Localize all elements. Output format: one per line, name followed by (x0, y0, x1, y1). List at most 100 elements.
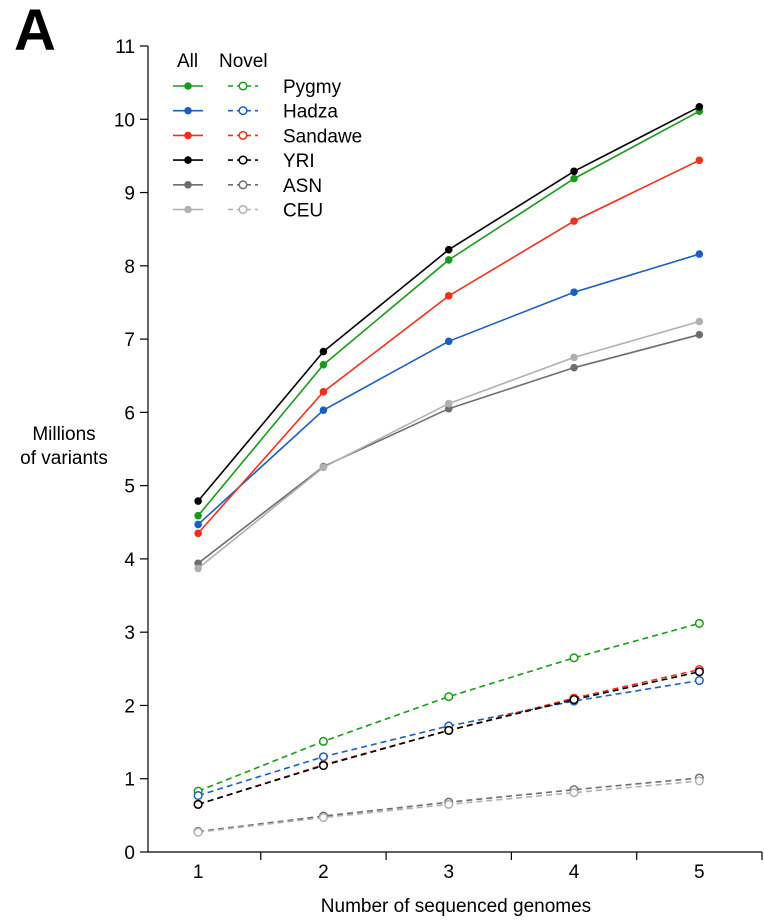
series-novel-pygmy (193, 618, 704, 796)
data-point (694, 675, 704, 686)
y-tick-label: 2 (124, 696, 135, 717)
data-point (193, 827, 203, 837)
legend-marker-novel (238, 81, 248, 91)
data-point (319, 360, 328, 369)
legend-label: Hadza (283, 102, 338, 123)
legend-marker-novel (238, 204, 248, 215)
data-point (444, 692, 454, 702)
legend-item-pygmy: Pygmy (173, 77, 342, 98)
legend-marker-novel (238, 155, 248, 165)
y-axis-label-line-2: of variants (20, 448, 108, 469)
x-tick-label: 5 (694, 862, 705, 883)
legend-header-all: All (177, 51, 198, 72)
y-tick-label: 4 (124, 550, 135, 571)
data-point (444, 399, 453, 408)
y-axis-label-line-1: Millions (32, 424, 95, 445)
series-all-sandawe (194, 156, 704, 538)
data-point (194, 529, 202, 538)
legend-item-yri: YRI (173, 151, 315, 172)
series-line (197, 670, 700, 806)
legend-marker-all (184, 131, 192, 140)
data-point (319, 406, 328, 414)
legend-label: CEU (283, 201, 323, 222)
y-tick-label: 10 (114, 110, 135, 131)
data-point (569, 695, 579, 705)
legend-marker-all (184, 106, 192, 115)
legend-marker-all (184, 82, 192, 90)
x-tick-label: 2 (318, 862, 329, 883)
y-tick-label: 1 (124, 770, 135, 791)
data-point (444, 245, 453, 254)
legend-label: ASN (283, 176, 322, 197)
data-point (695, 156, 704, 165)
y-tick-label: 11 (115, 37, 135, 58)
y-tick-label: 0 (124, 843, 135, 864)
data-point (570, 353, 578, 362)
series-layer (193, 103, 704, 837)
legend-marker-all (184, 156, 192, 164)
series-line (197, 106, 700, 502)
y-tick-label: 9 (124, 184, 135, 205)
series-line (197, 320, 700, 570)
data-point (694, 667, 704, 677)
data-point (318, 752, 328, 762)
y-tick-label: 3 (124, 623, 135, 644)
data-point (695, 330, 704, 339)
data-point (319, 463, 328, 472)
data-point (318, 736, 328, 746)
legend-item-ceu: CEU (173, 201, 323, 222)
data-point (570, 363, 578, 372)
y-tick-label: 5 (124, 477, 135, 498)
data-point (695, 103, 704, 111)
legend-marker-all (184, 181, 192, 189)
legend-marker-novel (238, 106, 248, 116)
y-tick-label: 6 (124, 403, 135, 424)
data-point (194, 497, 202, 505)
data-point (444, 799, 454, 809)
data-point (570, 288, 578, 296)
legend-label: Pygmy (283, 77, 342, 98)
y-tick-label: 7 (124, 330, 135, 351)
data-point (318, 760, 328, 771)
y-tick-label: 8 (124, 257, 135, 278)
series-all-yri (194, 103, 704, 505)
legend-marker-all (184, 205, 192, 214)
legend-item-hadza: Hadza (173, 102, 338, 123)
legend-header-novel: Novel (219, 51, 268, 72)
series-line (197, 668, 700, 806)
series-all-ceu (194, 317, 704, 573)
data-point (694, 776, 704, 786)
data-point (694, 618, 704, 628)
data-point (194, 520, 202, 529)
legend-label: YRI (283, 151, 315, 172)
data-point (319, 347, 328, 356)
data-point (444, 256, 453, 264)
data-point (569, 788, 579, 798)
data-point (570, 167, 578, 176)
legend-marker-novel (238, 130, 248, 140)
legend: All Novel Pygmy Hadza Sandawe YRI ASN CEU (173, 51, 362, 222)
series-line (197, 622, 700, 792)
data-point (695, 250, 704, 258)
data-point (695, 317, 704, 326)
data-point (319, 388, 328, 396)
data-point (570, 174, 578, 183)
legend-label: Sandawe (283, 126, 362, 147)
data-point (194, 564, 202, 573)
series-line (197, 159, 700, 534)
data-point (569, 653, 579, 663)
x-axis-label: Number of sequenced genomes (321, 896, 591, 917)
legend-item-sandawe: Sandawe (173, 126, 362, 147)
x-tick-label: 1 (193, 862, 204, 883)
x-tick-label: 4 (569, 862, 580, 883)
data-point (193, 799, 203, 809)
series-all-hadza (194, 250, 704, 529)
x-tick-label: 3 (443, 862, 454, 883)
data-point (318, 813, 328, 823)
series-novel-ceu (193, 776, 704, 837)
data-point (444, 292, 453, 300)
panel-label: A (14, 0, 56, 63)
legend-item-asn: ASN (173, 176, 322, 197)
